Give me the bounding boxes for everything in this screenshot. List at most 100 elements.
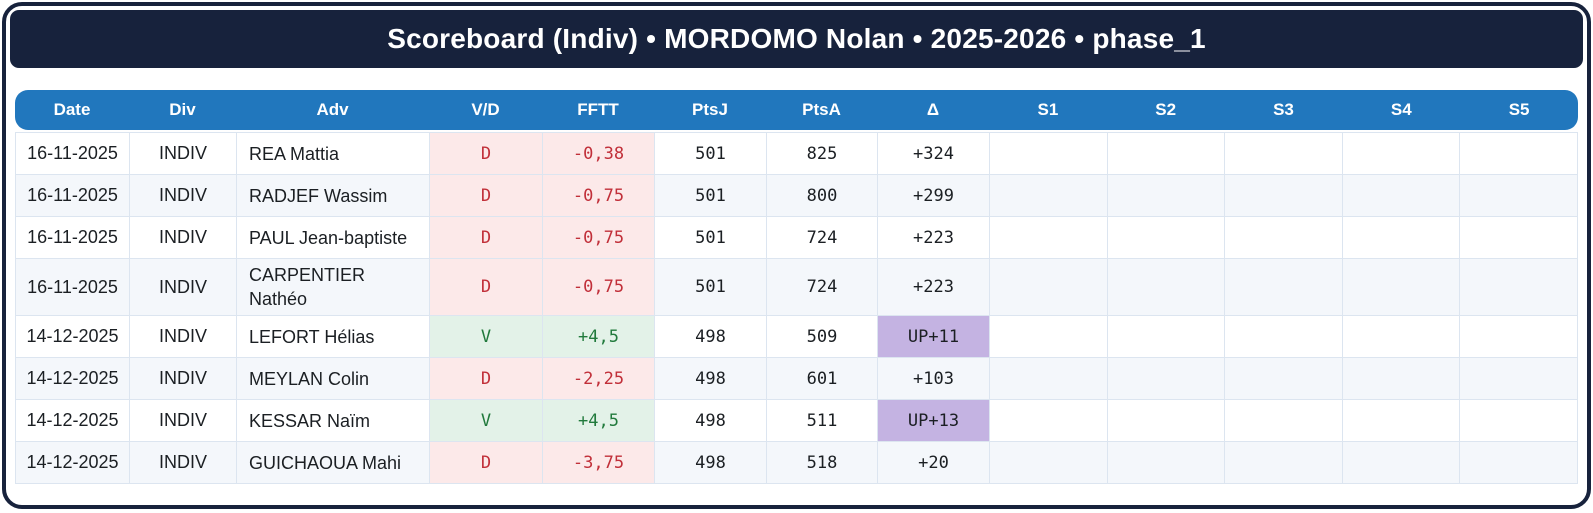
table-row: 14-12-2025 INDIV MEYLAN Colin D -2,25 498 601 +… — [16, 358, 1578, 400]
cell-s4 — [1342, 358, 1461, 400]
cell-vd: D — [430, 133, 543, 175]
table-row: 16-11-2025 INDIV RADJEF Wassim D -0,75 501 800… — [16, 175, 1578, 217]
cell-adv: LEFORT Hélias — [237, 316, 430, 358]
cell-s1 — [990, 133, 1108, 175]
cell-s1 — [990, 259, 1108, 316]
cell-s3 — [1225, 400, 1343, 442]
column-header-ptsj: PtsJ — [692, 100, 728, 119]
cell-s2 — [1107, 316, 1226, 358]
cell-s5 — [1460, 442, 1578, 484]
cell-s2 — [1107, 442, 1226, 484]
cell-s3 — [1225, 442, 1343, 484]
table-row: 14-12-2025 INDIV GUICHAOUA Mahi D -3,75 498 51… — [16, 442, 1578, 484]
cell-s2 — [1107, 259, 1226, 316]
scoreboard-table: Date Div Adv V/D FFTT PtsJ PtsA Δ S1 S2 S3 S4 S5 16-… — [15, 90, 1578, 484]
cell-date: 14-12-2025 — [16, 442, 130, 484]
cell-s3 — [1225, 217, 1343, 259]
cell-s2 — [1107, 175, 1226, 217]
table-body: 16-11-2025 INDIV REA Mattia D -0,38 501 825 +32… — [15, 132, 1578, 484]
cell-delta: +20 — [878, 442, 990, 484]
cell-ptsa: 511 — [767, 400, 878, 442]
column-header-date: Date — [53, 100, 91, 119]
cell-s1 — [990, 175, 1108, 217]
table-header-row: Date Div Adv V/D FFTT PtsJ PtsA Δ S1 S2 S3 S4 S5 — [15, 90, 1578, 130]
cell-date: 14-12-2025 — [16, 316, 130, 358]
cell-adv: REA Mattia — [237, 133, 430, 175]
cell-s5 — [1460, 175, 1578, 217]
cell-adv: MEYLAN Colin — [237, 358, 430, 400]
cell-adv: CARPENTIER Nathéo — [237, 259, 430, 316]
cell-s3 — [1225, 316, 1343, 358]
cell-ptsa: 825 — [767, 133, 878, 175]
cell-ptsa: 724 — [767, 217, 878, 259]
cell-div: INDIV — [130, 133, 237, 175]
cell-fftt: -0,38 — [543, 133, 655, 175]
column-header-s5: S5 — [1508, 100, 1530, 119]
table-row: 16-11-2025 INDIV REA Mattia D -0,38 501 825 +32… — [16, 133, 1578, 175]
cell-s5 — [1460, 400, 1578, 442]
cell-date: 14-12-2025 — [16, 400, 130, 442]
column-header-s3: S3 — [1273, 100, 1294, 119]
table-row: 16-11-2025 INDIV PAUL Jean-baptiste D -0,75 5… — [16, 217, 1578, 259]
cell-vd: V — [430, 400, 543, 442]
cell-vd: V — [430, 316, 543, 358]
cell-fftt: -3,75 — [543, 442, 655, 484]
cell-ptsj: 501 — [655, 133, 767, 175]
cell-delta: +223 — [878, 217, 990, 259]
cell-s3 — [1225, 259, 1343, 316]
cell-div: INDIV — [130, 217, 237, 259]
column-header-s4: S4 — [1390, 100, 1412, 119]
cell-div: INDIV — [130, 259, 237, 316]
cell-delta: +324 — [878, 133, 990, 175]
cell-fftt: -0,75 — [543, 259, 655, 316]
cell-ptsj: 501 — [655, 217, 767, 259]
cell-adv: GUICHAOUA Mahi — [237, 442, 430, 484]
table-row: 14-12-2025 INDIV KESSAR Naïm V +4,5 498 511 UP+… — [16, 400, 1578, 442]
cell-fftt: -0,75 — [543, 175, 655, 217]
cell-div: INDIV — [130, 175, 237, 217]
cell-s4 — [1342, 133, 1461, 175]
cell-fftt: -2,25 — [543, 358, 655, 400]
cell-ptsa: 800 — [767, 175, 878, 217]
column-header-fftt: FFTT — [577, 100, 619, 119]
cell-s1 — [990, 316, 1108, 358]
column-header-div: Div — [169, 100, 196, 119]
cell-s5 — [1460, 217, 1578, 259]
column-header-vd: V/D — [471, 100, 500, 119]
cell-date: 16-11-2025 — [16, 259, 130, 316]
cell-adv: PAUL Jean-baptiste — [237, 217, 430, 259]
cell-s1 — [990, 217, 1108, 259]
cell-delta: +299 — [878, 175, 990, 217]
cell-s1 — [990, 442, 1108, 484]
cell-date: 16-11-2025 — [16, 175, 130, 217]
cell-s2 — [1107, 217, 1226, 259]
column-header-adv: Adv — [316, 100, 349, 119]
cell-s4 — [1342, 259, 1461, 316]
cell-s5 — [1460, 259, 1578, 316]
cell-s1 — [990, 358, 1108, 400]
cell-delta: +103 — [878, 358, 990, 400]
cell-fftt: -0,75 — [543, 217, 655, 259]
cell-adv: RADJEF Wassim — [237, 175, 430, 217]
cell-s4 — [1342, 400, 1461, 442]
cell-div: INDIV — [130, 358, 237, 400]
cell-ptsj: 498 — [655, 400, 767, 442]
cell-ptsj: 498 — [655, 358, 767, 400]
cell-s3 — [1225, 358, 1343, 400]
cell-ptsj: 501 — [655, 175, 767, 217]
cell-s4 — [1342, 217, 1461, 259]
cell-vd: D — [430, 175, 543, 217]
cell-ptsj: 498 — [655, 316, 767, 358]
cell-date: 16-11-2025 — [16, 133, 130, 175]
cell-vd: D — [430, 217, 543, 259]
table-row: 16-11-2025 INDIV CARPENTIER Nathéo D -0,75 50… — [16, 259, 1578, 316]
cell-ptsa: 601 — [767, 358, 878, 400]
cell-date: 16-11-2025 — [16, 217, 130, 259]
cell-vd: D — [430, 358, 543, 400]
page-title: Scoreboard (Indiv) • MORDOMO Nolan • 202… — [387, 23, 1206, 54]
cell-s2 — [1107, 400, 1226, 442]
cell-div: INDIV — [130, 442, 237, 484]
cell-delta: +223 — [878, 259, 990, 316]
cell-date: 14-12-2025 — [16, 358, 130, 400]
